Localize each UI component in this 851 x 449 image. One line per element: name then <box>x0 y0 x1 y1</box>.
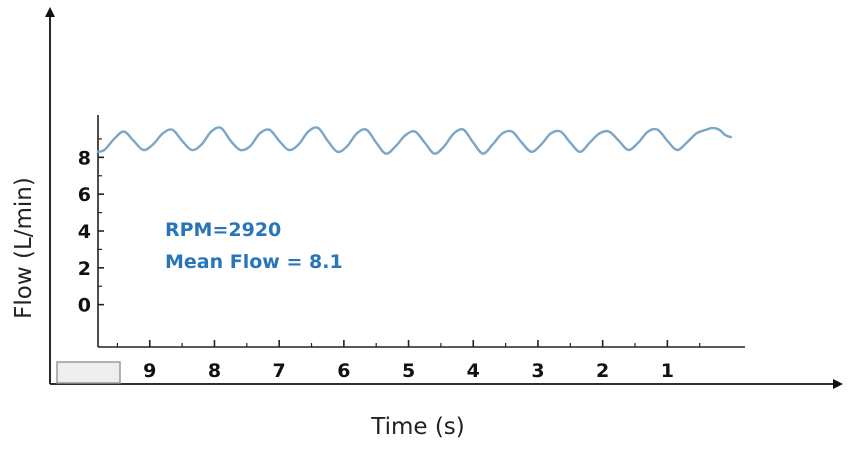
annotation-mean-flow: Mean Flow = 8.1 <box>165 251 343 273</box>
corner-box <box>56 361 121 384</box>
x-tick-label: 8 <box>208 360 221 382</box>
y-tick-label: 6 <box>78 184 91 206</box>
y-tick-label: 0 <box>78 295 91 317</box>
x-tick-label: 5 <box>402 360 415 382</box>
y-axis-label: Flow (L/min) <box>11 177 37 319</box>
x-tick-label: 3 <box>531 360 544 382</box>
x-ticks: 9 8 7 6 5 4 3 2 1 <box>116 340 701 382</box>
annotation-rpm: RPM=2920 <box>165 219 281 241</box>
x-tick-label: 4 <box>467 360 480 382</box>
y-ticks: 8 6 4 2 0 <box>78 138 104 317</box>
x-tick-label: 2 <box>596 360 609 382</box>
y-tick-label: 2 <box>78 258 91 280</box>
x-tick-label: 6 <box>337 360 350 382</box>
x-tick-label: 9 <box>143 360 156 382</box>
series-group <box>96 126 732 155</box>
y-tick-label: 4 <box>78 221 91 243</box>
x-tick-label: 7 <box>273 360 286 382</box>
x-tick-label: 1 <box>661 360 674 382</box>
series-line-0 <box>96 126 732 155</box>
y-tick-label: 8 <box>78 147 91 169</box>
x-axis-label: Time (s) <box>370 414 465 440</box>
